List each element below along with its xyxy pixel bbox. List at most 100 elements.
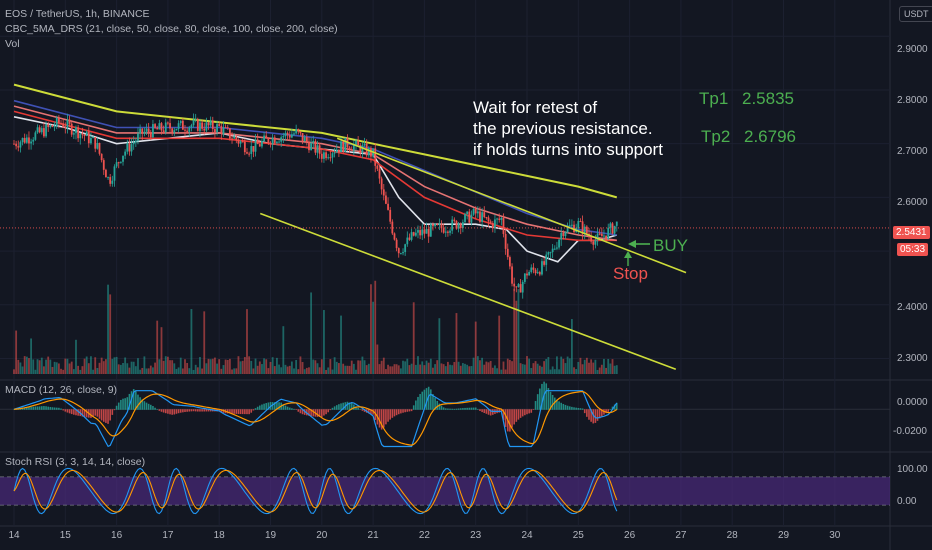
volume-bar	[55, 362, 58, 374]
volume-bar	[158, 359, 161, 374]
volume-bar	[186, 363, 189, 374]
volume-bar	[393, 364, 396, 374]
macd-histogram-bar	[528, 409, 530, 414]
candle-body	[145, 128, 148, 132]
candle-body	[466, 211, 469, 215]
currency-button[interactable]: USDT	[899, 6, 932, 22]
macd-histogram-bar	[468, 407, 471, 410]
volume-bar	[425, 360, 428, 374]
macd-histogram-bar	[592, 409, 595, 424]
candle-body	[385, 195, 387, 204]
macd-tick: 0.0000	[897, 397, 928, 408]
volume-bar	[506, 358, 509, 374]
volume-bar	[323, 310, 325, 374]
time-tick: 18	[213, 530, 225, 541]
time-tick: 22	[418, 530, 430, 541]
volume-bar	[17, 359, 20, 374]
macd-histogram-bar	[303, 409, 306, 415]
macd-histogram-bar	[51, 407, 54, 410]
macd-histogram-bar	[611, 406, 614, 410]
macd-histogram-bar	[199, 409, 201, 412]
volume-bar	[286, 366, 289, 374]
macd-histogram-bar	[511, 409, 513, 428]
candle-body	[564, 232, 567, 237]
candle-body	[476, 211, 479, 214]
candle-body	[100, 153, 103, 161]
candle-body	[83, 134, 86, 137]
volume-bar	[85, 356, 88, 374]
macd-histogram-bar	[549, 391, 552, 410]
macd-histogram-bar	[455, 408, 458, 410]
volume-bar	[77, 365, 80, 374]
volume-bar	[284, 364, 287, 374]
candle-body	[286, 132, 289, 136]
price-tick: 2.9000	[897, 44, 928, 55]
volume-bar	[256, 365, 259, 374]
candle-body	[290, 134, 293, 138]
volume-bar	[90, 356, 92, 374]
candle-body	[449, 230, 451, 233]
macd-histogram-bar	[430, 389, 432, 410]
candle-body	[79, 133, 82, 139]
macd-histogram-bar	[271, 402, 274, 410]
candle-body	[216, 124, 218, 133]
candle-body	[19, 142, 22, 148]
candle-body	[530, 267, 533, 272]
candle-body	[414, 232, 417, 236]
candle-body	[179, 120, 182, 124]
candle-body	[468, 211, 471, 223]
macd-histogram-bar	[331, 407, 334, 410]
volume-bar	[79, 369, 82, 374]
candle-body	[376, 165, 379, 169]
candle-body	[154, 124, 156, 128]
volume-bar	[92, 369, 94, 374]
macd-histogram-bar	[363, 409, 366, 412]
volume-bar	[207, 358, 210, 374]
macd-histogram-bar	[244, 409, 246, 415]
candle-body	[57, 117, 60, 123]
volume-bar	[496, 368, 498, 374]
candle-body	[459, 223, 462, 228]
candle-body	[177, 123, 180, 129]
volume-bar	[592, 362, 595, 374]
volume-bar	[470, 366, 473, 374]
candle-body	[122, 155, 124, 162]
candle-body	[117, 162, 120, 164]
volume-bar	[49, 359, 52, 374]
candle-body	[111, 180, 114, 184]
candle-body	[265, 135, 268, 139]
volume-bar	[68, 363, 71, 374]
candle-body	[598, 233, 601, 235]
macd-histogram-bar	[350, 402, 353, 410]
volume-bar	[132, 361, 135, 374]
macd-histogram-bar	[248, 409, 250, 415]
macd-histogram-bar	[115, 405, 118, 410]
candle-body	[256, 139, 259, 145]
macd-histogram-bar	[594, 409, 597, 423]
moving-average-ma21	[13, 116, 618, 263]
candle-body	[556, 247, 558, 249]
macd-histogram-bar	[291, 408, 293, 410]
macd-histogram-bar	[410, 409, 413, 412]
volume-bar	[179, 357, 182, 374]
volume-bar	[194, 364, 197, 374]
macd-histogram-bar	[124, 398, 126, 410]
volume-bar	[28, 358, 30, 374]
volume-bar	[421, 361, 424, 374]
macd-histogram-bar	[239, 409, 242, 415]
candle-body	[338, 149, 340, 153]
countdown-tag: 05:33	[897, 243, 929, 256]
candle-body	[410, 232, 413, 240]
macd-histogram-bar	[122, 398, 124, 410]
macd-histogram-bar	[321, 409, 323, 418]
candle-body	[536, 272, 539, 274]
volume-bar	[397, 365, 400, 374]
candle-body	[538, 272, 541, 275]
volume-bar	[167, 356, 169, 374]
macd-histogram-bar	[137, 394, 139, 410]
volume-bar	[94, 357, 97, 374]
candle-body	[222, 127, 225, 134]
volume-bar	[282, 326, 285, 374]
volume-bar	[338, 363, 340, 374]
